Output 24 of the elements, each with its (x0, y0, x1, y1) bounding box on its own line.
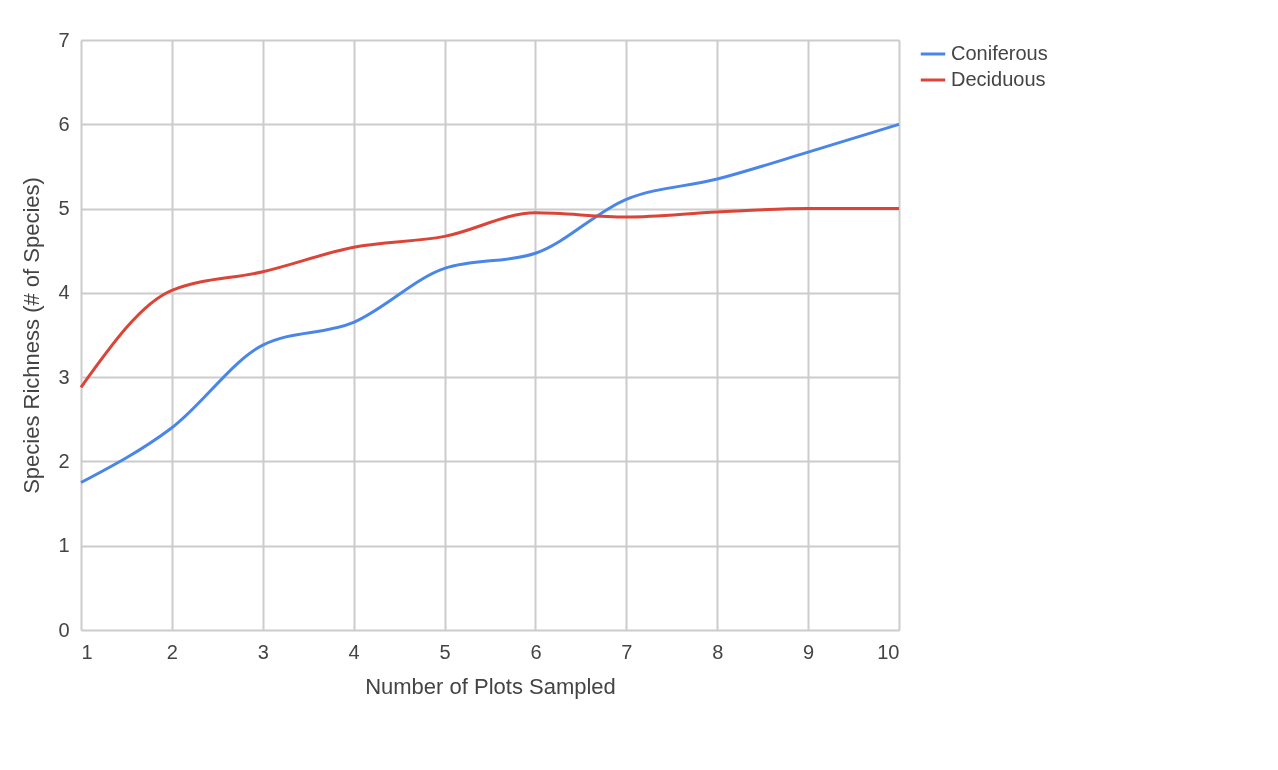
y-tick-label: 1 (58, 534, 70, 557)
y-tick-label: 7 (58, 28, 70, 51)
y-axis-title: Species Richness (# of Species) (19, 177, 45, 494)
y-tick-label: 0 (58, 618, 70, 641)
x-tick-label: 3 (257, 640, 269, 663)
x-axis-title: Number of Plots Sampled (365, 673, 616, 699)
legend-label: Coniferous (951, 42, 1048, 64)
x-tick-label: 7 (621, 640, 633, 663)
x-tick-label: 10 (877, 640, 900, 663)
x-tick-label: 2 (166, 640, 178, 663)
x-tick-label: 1 (81, 640, 93, 663)
y-tick-label: 5 (58, 197, 70, 220)
x-tick-label: 4 (348, 640, 360, 663)
y-tick-label: 2 (58, 449, 70, 472)
y-tick-label: 3 (58, 365, 70, 388)
x-tick-label: 9 (803, 640, 815, 663)
x-tick-label: 5 (439, 640, 451, 663)
line-series (79, 122, 901, 484)
x-tick-label: 8 (712, 640, 724, 663)
y-tick-label: 4 (58, 281, 70, 304)
x-tick-label: 6 (530, 640, 542, 663)
legend-label: Deciduous (951, 68, 1046, 90)
y-tick-label: 6 (58, 112, 70, 135)
line-series (79, 207, 901, 389)
